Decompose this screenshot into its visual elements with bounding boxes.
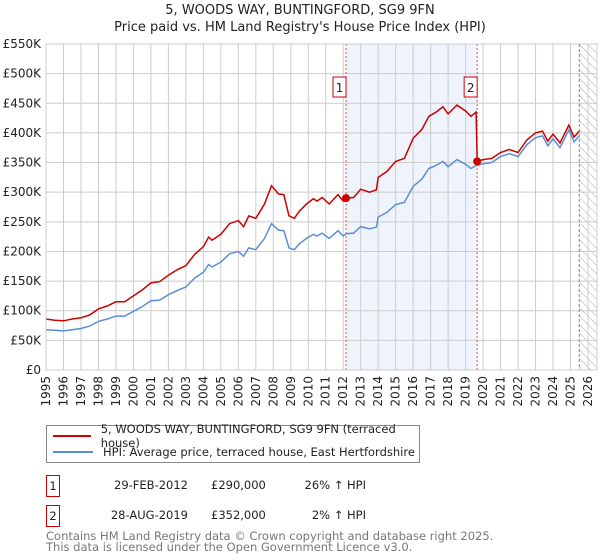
chart-title: 5, WOODS WAY, BUNTINGFORD, SG9 9FN <box>165 3 435 18</box>
sale-marker-box <box>332 76 347 98</box>
sale-point <box>473 157 482 166</box>
sale-price: £352,000 <box>211 508 266 522</box>
plot-area: £0 £50K £100K £150K £200K £250K £300K £350K £400… <box>3 37 598 407</box>
x-tick-label: 2016 <box>406 376 420 407</box>
sale-date: 28-AUG-2019 <box>110 508 188 522</box>
x-tick-label: 2024 <box>546 376 560 407</box>
x-tick-label: 2013 <box>354 376 368 407</box>
sale-marker-box <box>463 76 478 98</box>
price-paid-line <box>45 104 580 322</box>
legend-label: HPI: Average price, terraced house, East… <box>103 445 415 459</box>
y-tick-label: £100K <box>3 304 43 318</box>
sale-marker-label: 2 <box>467 81 475 95</box>
sale-price: £290,000 <box>211 478 266 492</box>
y-tick-label: £150K <box>3 274 43 288</box>
x-tick-label: 2012 <box>336 376 350 407</box>
y-tick-label: £400K <box>3 126 43 140</box>
legend-swatch <box>53 451 93 453</box>
sale-marker-badge: 1 <box>46 475 60 497</box>
x-tick-label: 2000 <box>126 376 140 407</box>
sale-point <box>342 194 351 203</box>
legend-swatch <box>53 435 91 437</box>
x-tick-label: 1999 <box>109 376 123 407</box>
x-tick-label: 2014 <box>371 376 385 407</box>
x-tick-label: 2015 <box>389 376 403 407</box>
x-tick-label: 2001 <box>144 376 158 407</box>
x-tick-label: 2021 <box>494 376 508 407</box>
sale-hpi-diff: 2% ↑ HPI <box>311 508 366 522</box>
x-tick-label: 2025 <box>564 376 578 407</box>
y-tick-label: £450K <box>3 96 43 110</box>
sale-date: 29-FEB-2012 <box>114 478 188 492</box>
x-tick-label: 2007 <box>249 376 263 407</box>
y-tick-label: £200K <box>3 244 43 258</box>
y-tick-label: £0 <box>26 363 41 377</box>
hpi-line <box>45 128 580 332</box>
chart-subtitle: Price paid vs. HM Land Registry's House … <box>114 20 486 35</box>
y-tick-label: £300K <box>3 185 43 199</box>
x-tick-label: 1997 <box>74 376 88 407</box>
y-tick-label: £550K <box>3 37 43 51</box>
x-tick-label: 1996 <box>56 376 70 407</box>
x-tick-label: 2011 <box>319 376 333 407</box>
sale-hpi-diff: 26% ↑ HPI <box>304 478 366 492</box>
plot-border <box>45 43 598 371</box>
x-tick-label: 2004 <box>196 376 210 407</box>
sale-marker-label: 1 <box>336 81 344 95</box>
x-tick-label: 2019 <box>459 376 473 407</box>
x-tick-label: 2005 <box>214 376 228 407</box>
x-tick-label: 1995 <box>39 376 53 407</box>
y-tick-label: £500K <box>3 67 43 81</box>
y-tick-label: £50K <box>10 333 42 347</box>
footer-licence: This data is licensed under the Open Gov… <box>46 540 413 554</box>
y-tick-label: £350K <box>3 156 43 170</box>
x-tick-label: 2026 <box>581 376 595 407</box>
x-tick-label: 2023 <box>529 376 543 407</box>
legend-item-hpi: HPI: Average price, terraced house, East… <box>53 444 415 460</box>
y-tick-label: £250K <box>3 215 43 229</box>
sale-row-1: 1 29-FEB-2012 £290,000 26% ↑ HPI <box>46 475 446 497</box>
x-tick-label: 2017 <box>424 376 438 407</box>
x-tick-label: 2018 <box>441 376 455 407</box>
legend-label: 5, WOODS WAY, BUNTINGFORD, SG9 9FN (terr… <box>100 422 396 450</box>
x-tick-label: 2003 <box>179 376 193 407</box>
x-tick-label: 1998 <box>91 376 105 407</box>
sale-marker-badge: 2 <box>46 505 60 527</box>
legend: 5, WOODS WAY, BUNTINGFORD, SG9 9FN (terr… <box>46 422 420 463</box>
x-tick-label: 2006 <box>231 376 245 407</box>
x-tick-label: 2020 <box>476 376 490 407</box>
sale-row-2: 2 28-AUG-2019 £352,000 2% ↑ HPI <box>46 505 446 527</box>
x-tick-label: 2009 <box>284 376 298 407</box>
x-tick-label: 2002 <box>161 376 175 407</box>
footer-copyright: Contains HM Land Registry data © Crown c… <box>46 529 494 543</box>
shaded-ownership-period <box>346 44 478 370</box>
x-tick-label: 2008 <box>266 376 280 407</box>
x-tick-label: 2022 <box>511 376 525 407</box>
legend-item-price-paid: 5, WOODS WAY, BUNTINGFORD, SG9 9FN (terr… <box>53 422 419 450</box>
x-tick-label: 2010 <box>301 376 315 407</box>
